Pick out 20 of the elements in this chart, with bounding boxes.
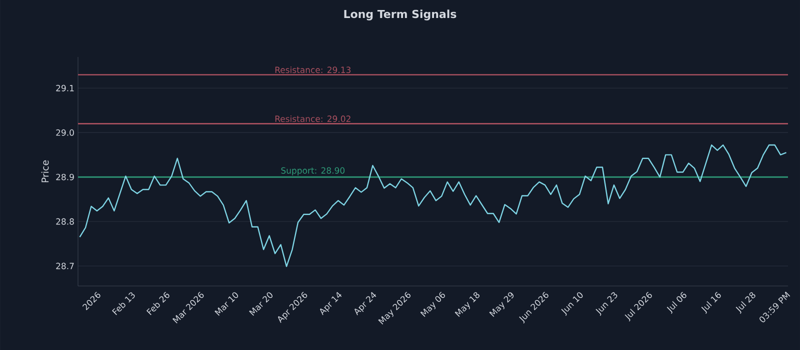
y-tick-label: 28.7 (56, 262, 74, 270)
y-tick-label: 28.9 (56, 174, 74, 180)
y-tick-label: 28.8 (56, 218, 74, 225)
y-axis-title: Price (41, 160, 49, 182)
x-tick-label: Jul 16 (701, 292, 721, 314)
x-tick-label: Apr 14 (320, 292, 342, 316)
x-tick-label: Jun 23 (596, 292, 618, 316)
ref-line-label: Resistance: 29.02 (275, 115, 350, 122)
y-tick-label: 29.0 (56, 129, 74, 136)
x-tick-label: Jul 06 (666, 292, 686, 314)
ref-line-label: Support: 28.90 (281, 167, 345, 176)
x-tick-label: Apr 24 (354, 292, 376, 316)
x-tick-label: Jul 28 (736, 292, 756, 314)
x-tick-label: Mar 10 (214, 292, 238, 316)
y-tick-label: 29.1 (56, 84, 74, 92)
x-tick-label: Jun 10 (561, 292, 583, 316)
x-tick-label: Feb 13 (112, 292, 135, 316)
x-tick-label: Feb 26 (146, 292, 170, 316)
chart-title: Long Term Signals (344, 10, 456, 20)
ref-line-label: Resistance: 29.13 (275, 66, 350, 74)
